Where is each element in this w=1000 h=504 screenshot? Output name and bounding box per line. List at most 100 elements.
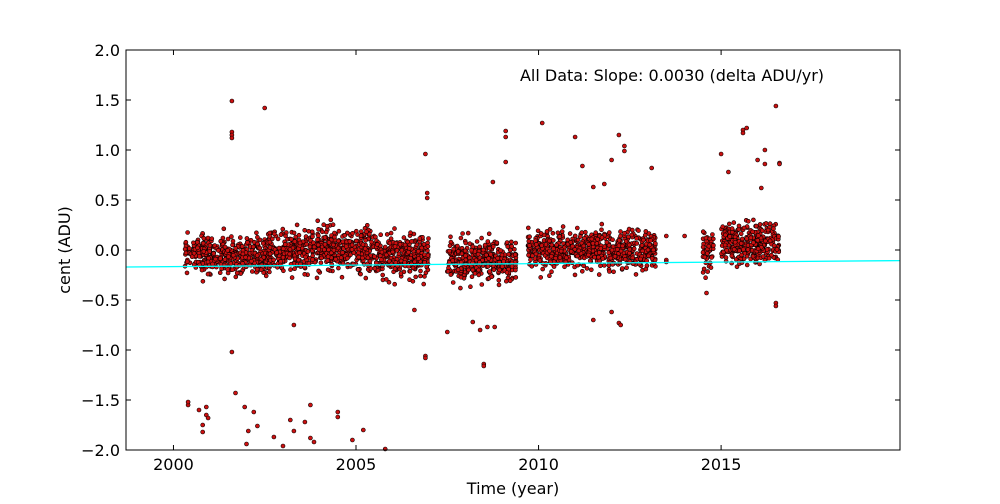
x-tick-label: 2000 — [153, 455, 194, 474]
data-point — [567, 231, 573, 236]
data-point — [283, 233, 288, 239]
data-point — [465, 230, 471, 236]
data-point — [600, 256, 606, 261]
data-point — [245, 240, 250, 245]
data-point — [311, 439, 317, 445]
data-point — [505, 244, 511, 249]
data-point — [737, 248, 742, 253]
data-point — [568, 240, 574, 245]
data-point — [191, 240, 196, 246]
data-point — [306, 229, 312, 234]
data-point — [375, 267, 381, 273]
data-point — [581, 263, 587, 269]
data-point — [547, 248, 552, 254]
data-point — [348, 252, 353, 257]
data-point — [315, 218, 321, 224]
data-point — [340, 250, 345, 255]
data-point — [751, 217, 756, 223]
data-point — [418, 268, 423, 274]
data-point — [598, 263, 603, 269]
data-point — [333, 256, 339, 262]
data-point — [402, 260, 408, 265]
data-point — [555, 230, 561, 236]
data-point — [315, 242, 321, 248]
data-point — [330, 222, 336, 227]
data-point — [771, 243, 777, 248]
data-point — [280, 246, 286, 251]
data-point — [643, 266, 649, 272]
data-point — [287, 255, 292, 261]
data-point — [251, 409, 257, 415]
data-point — [417, 236, 423, 241]
data-point — [216, 248, 221, 253]
y-tick-label: −2.0 — [81, 441, 120, 460]
data-point — [503, 159, 509, 165]
data-point — [336, 265, 341, 271]
data-point — [727, 234, 733, 239]
data-point — [590, 317, 596, 323]
data-point — [296, 257, 301, 263]
data-point — [627, 250, 632, 256]
data-point — [250, 269, 255, 274]
data-point — [634, 236, 639, 241]
data-point — [706, 243, 712, 249]
data-point — [421, 281, 427, 287]
data-point — [535, 228, 541, 234]
data-point — [350, 231, 355, 236]
data-point — [540, 266, 546, 272]
data-point — [288, 236, 294, 242]
data-point — [418, 273, 423, 279]
fit-line — [125, 259, 901, 268]
data-point — [306, 260, 312, 266]
data-point — [396, 251, 402, 257]
data-point — [367, 231, 372, 237]
data-point — [596, 272, 602, 277]
data-point — [533, 238, 538, 243]
data-point — [616, 132, 622, 138]
data-point — [307, 244, 313, 250]
data-point — [425, 244, 431, 249]
data-point — [225, 267, 230, 272]
data-point — [280, 254, 286, 260]
data-point — [774, 247, 780, 252]
data-point — [700, 250, 706, 255]
data-point — [547, 227, 553, 232]
data-point — [463, 253, 468, 258]
data-point — [599, 235, 605, 240]
data-point — [426, 236, 431, 241]
data-point — [587, 258, 593, 264]
data-point — [482, 242, 488, 248]
data-point — [258, 267, 264, 273]
data-point — [508, 239, 514, 245]
data-point — [189, 254, 195, 260]
data-point — [704, 251, 710, 256]
data-point — [254, 230, 259, 236]
data-point — [630, 255, 636, 261]
data-point — [344, 255, 350, 261]
data-point — [280, 443, 286, 449]
data-point — [365, 255, 371, 261]
data-point — [460, 231, 465, 236]
data-point — [211, 251, 216, 256]
data-point — [343, 244, 349, 249]
data-point — [643, 229, 649, 234]
data-point — [760, 254, 766, 259]
data-point — [297, 240, 303, 246]
data-point — [612, 253, 618, 259]
data-point — [185, 259, 190, 264]
data-point — [360, 427, 366, 433]
data-point — [537, 258, 543, 263]
data-point — [739, 260, 745, 265]
data-point — [636, 228, 641, 233]
data-point — [700, 229, 706, 234]
data-point — [496, 277, 502, 283]
data-point — [631, 246, 637, 251]
y-tick-label: 2.0 — [95, 41, 120, 60]
data-point — [549, 242, 555, 248]
data-point — [392, 226, 397, 231]
y-tick-label: 0.0 — [95, 241, 120, 260]
x-tick-label: 2010 — [518, 455, 559, 474]
slope-annotation: All Data: Slope: 0.0030 (delta ADU/yr) — [520, 66, 824, 85]
data-point — [586, 252, 591, 258]
